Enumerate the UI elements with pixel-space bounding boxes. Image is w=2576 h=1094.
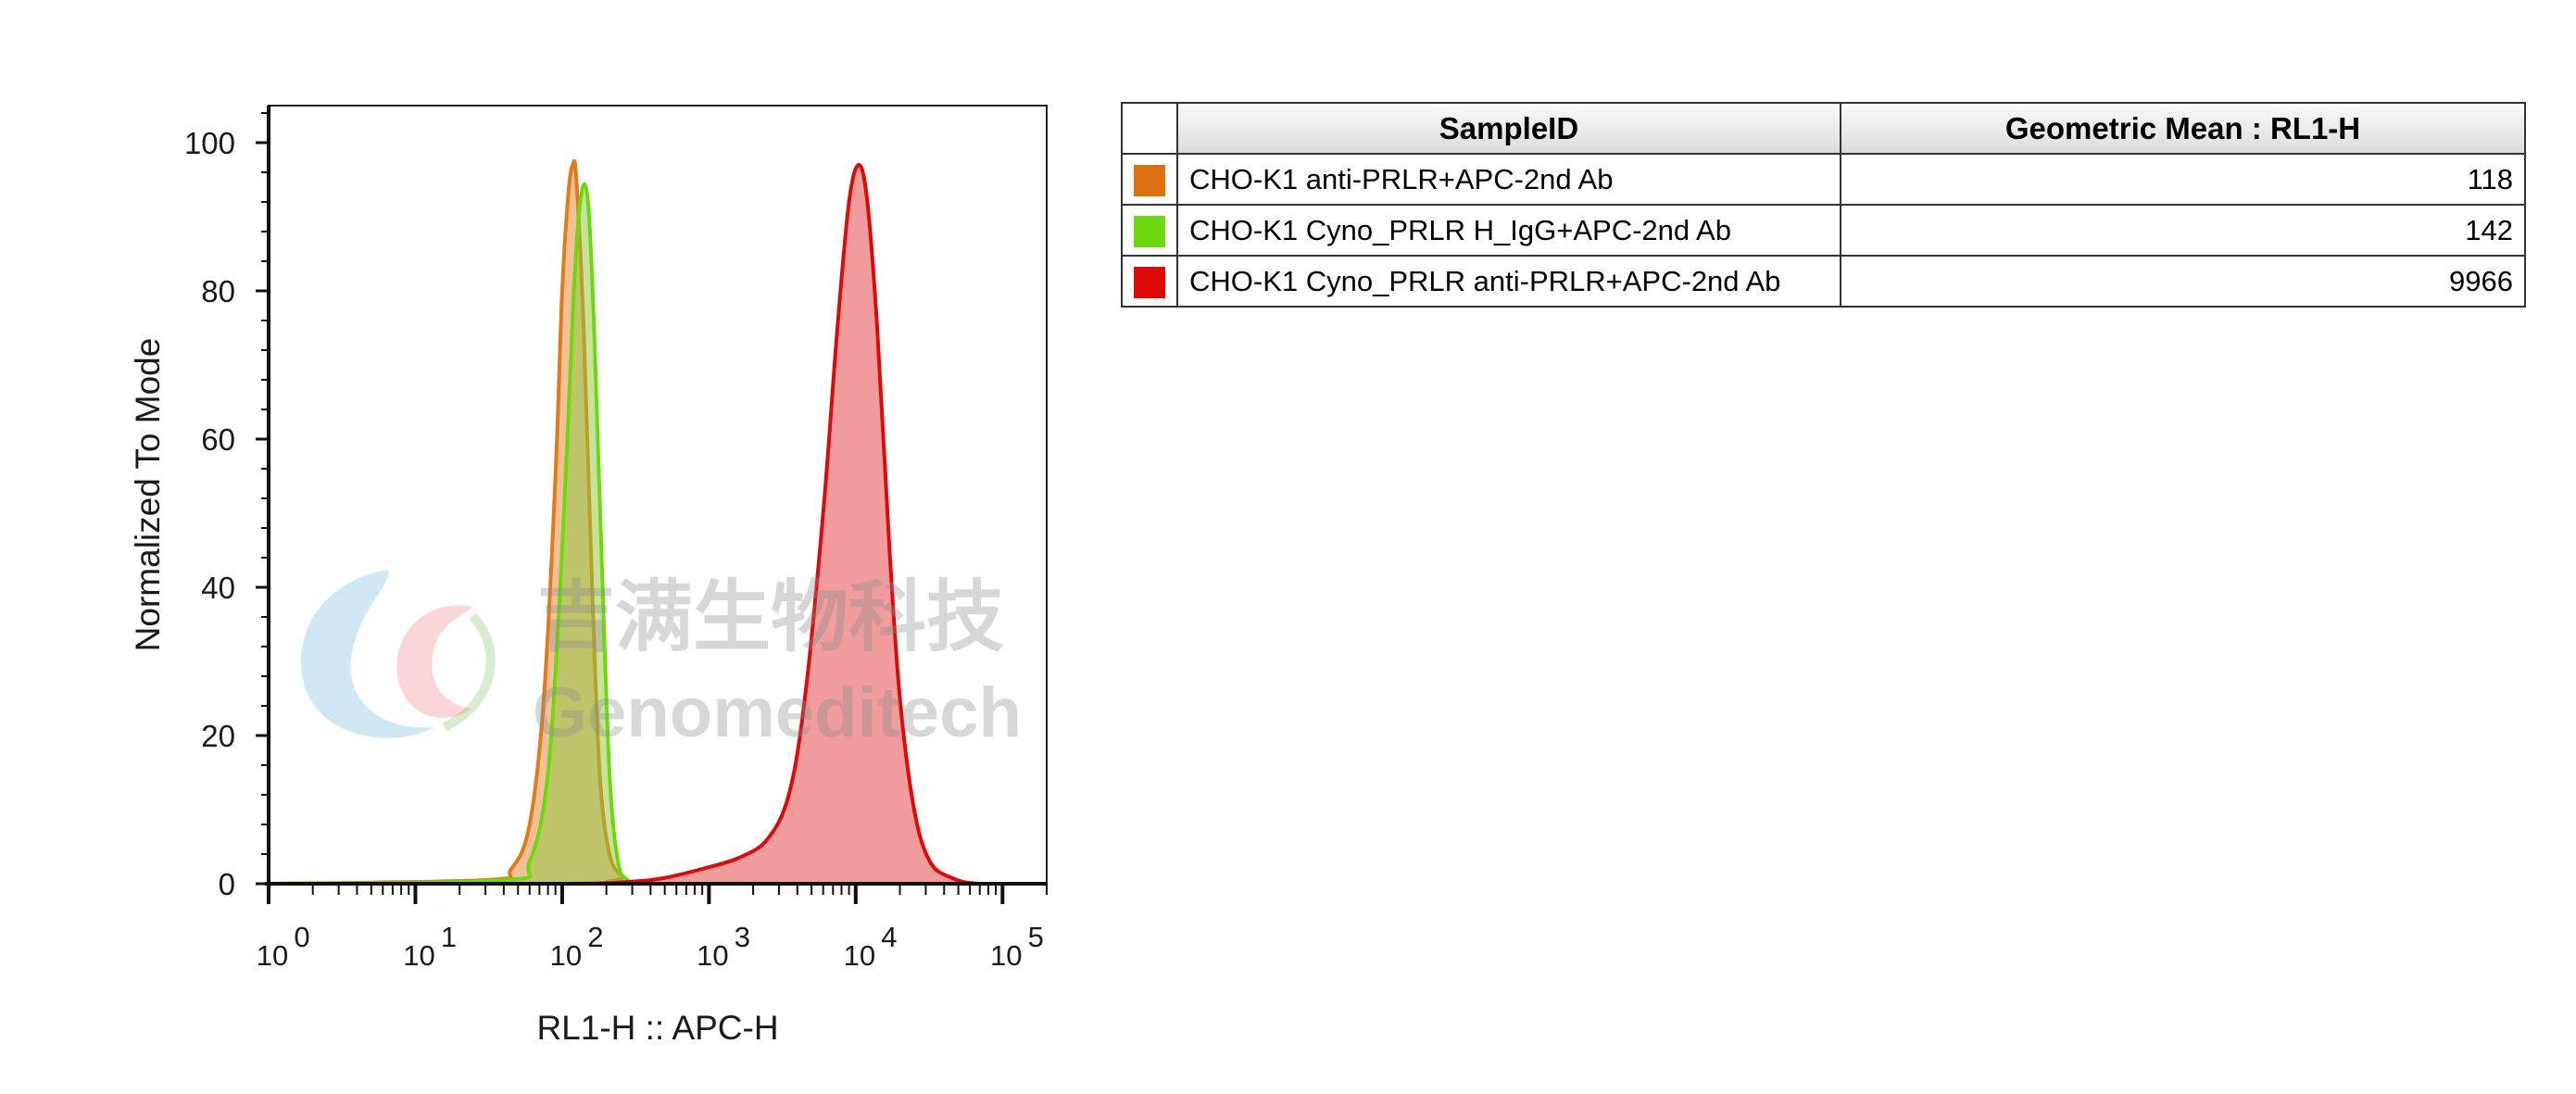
legend-geo-mean: 9966	[1840, 255, 2526, 308]
legend-row: CHO-K1 anti-PRLR+APC-2nd Ab 118	[1121, 153, 2526, 206]
series-area-0	[269, 160, 1047, 884]
y-axis: 0 20 40 60 80 100	[184, 106, 270, 901]
series-area-1	[269, 183, 1047, 884]
legend-geo-mean: 142	[1840, 204, 2526, 257]
legend-swatch	[1134, 266, 1165, 298]
legend-table: SampleID Geometric Mean : RL1-H CHO-K1 a…	[1121, 102, 2526, 308]
series-line-2	[269, 163, 1048, 887]
series-line-0	[268, 159, 1048, 887]
y-tick-label: 60	[201, 422, 235, 457]
x-tick-exponent: 4	[881, 921, 897, 953]
legend-sample-name: CHO-K1 anti-PRLR+APC-2nd Ab	[1176, 153, 1841, 206]
y-tick-label: 100	[184, 126, 235, 160]
x-tick-exponent: 5	[1028, 921, 1044, 953]
x-tick-label: 10	[697, 939, 728, 972]
x-tick-label: 10	[403, 939, 434, 972]
legend-header-swatch	[1121, 102, 1178, 155]
legend-header-row: SampleID Geometric Mean : RL1-H	[1121, 102, 2526, 155]
legend-swatch	[1134, 164, 1165, 196]
legend-swatch	[1134, 215, 1165, 247]
y-tick-label: 40	[201, 571, 235, 605]
y-tick-label: 20	[201, 719, 235, 753]
x-tick-label: 10	[550, 939, 582, 972]
x-tick-label: 10	[844, 939, 875, 972]
series-layer	[268, 159, 1048, 887]
x-tick-exponent: 0	[294, 921, 309, 953]
x-tick-exponent: 3	[735, 921, 750, 953]
legend-header-sample: SampleID	[1176, 102, 1841, 155]
x-axis-label: RL1-H :: APC-H	[536, 1009, 778, 1047]
series-area-2	[269, 165, 1047, 884]
legend-header-value: Geometric Mean : RL1-H	[1840, 102, 2526, 155]
legend-row: CHO-K1 Cyno_PRLR anti-PRLR+APC-2nd Ab 99…	[1121, 255, 2526, 308]
series-line-1	[268, 182, 1048, 887]
y-tick-label: 80	[201, 274, 235, 308]
legend-row: CHO-K1 Cyno_PRLR H_IgG+APC-2nd Ab 142	[1121, 204, 2526, 257]
x-tick-exponent: 1	[441, 921, 457, 953]
plot-frame	[268, 105, 1048, 885]
legend-geo-mean: 118	[1840, 153, 2526, 206]
legend-sample-name: CHO-K1 Cyno_PRLR H_IgG+APC-2nd Ab	[1176, 204, 1841, 257]
x-tick-label: 10	[257, 939, 288, 972]
y-tick-label: 0	[219, 867, 235, 901]
x-tick-exponent: 2	[587, 921, 603, 953]
legend-sample-name: CHO-K1 Cyno_PRLR anti-PRLR+APC-2nd Ab	[1176, 255, 1841, 308]
y-axis-label: Normalized To Mode	[129, 338, 167, 652]
x-tick-label: 10	[990, 939, 1022, 972]
